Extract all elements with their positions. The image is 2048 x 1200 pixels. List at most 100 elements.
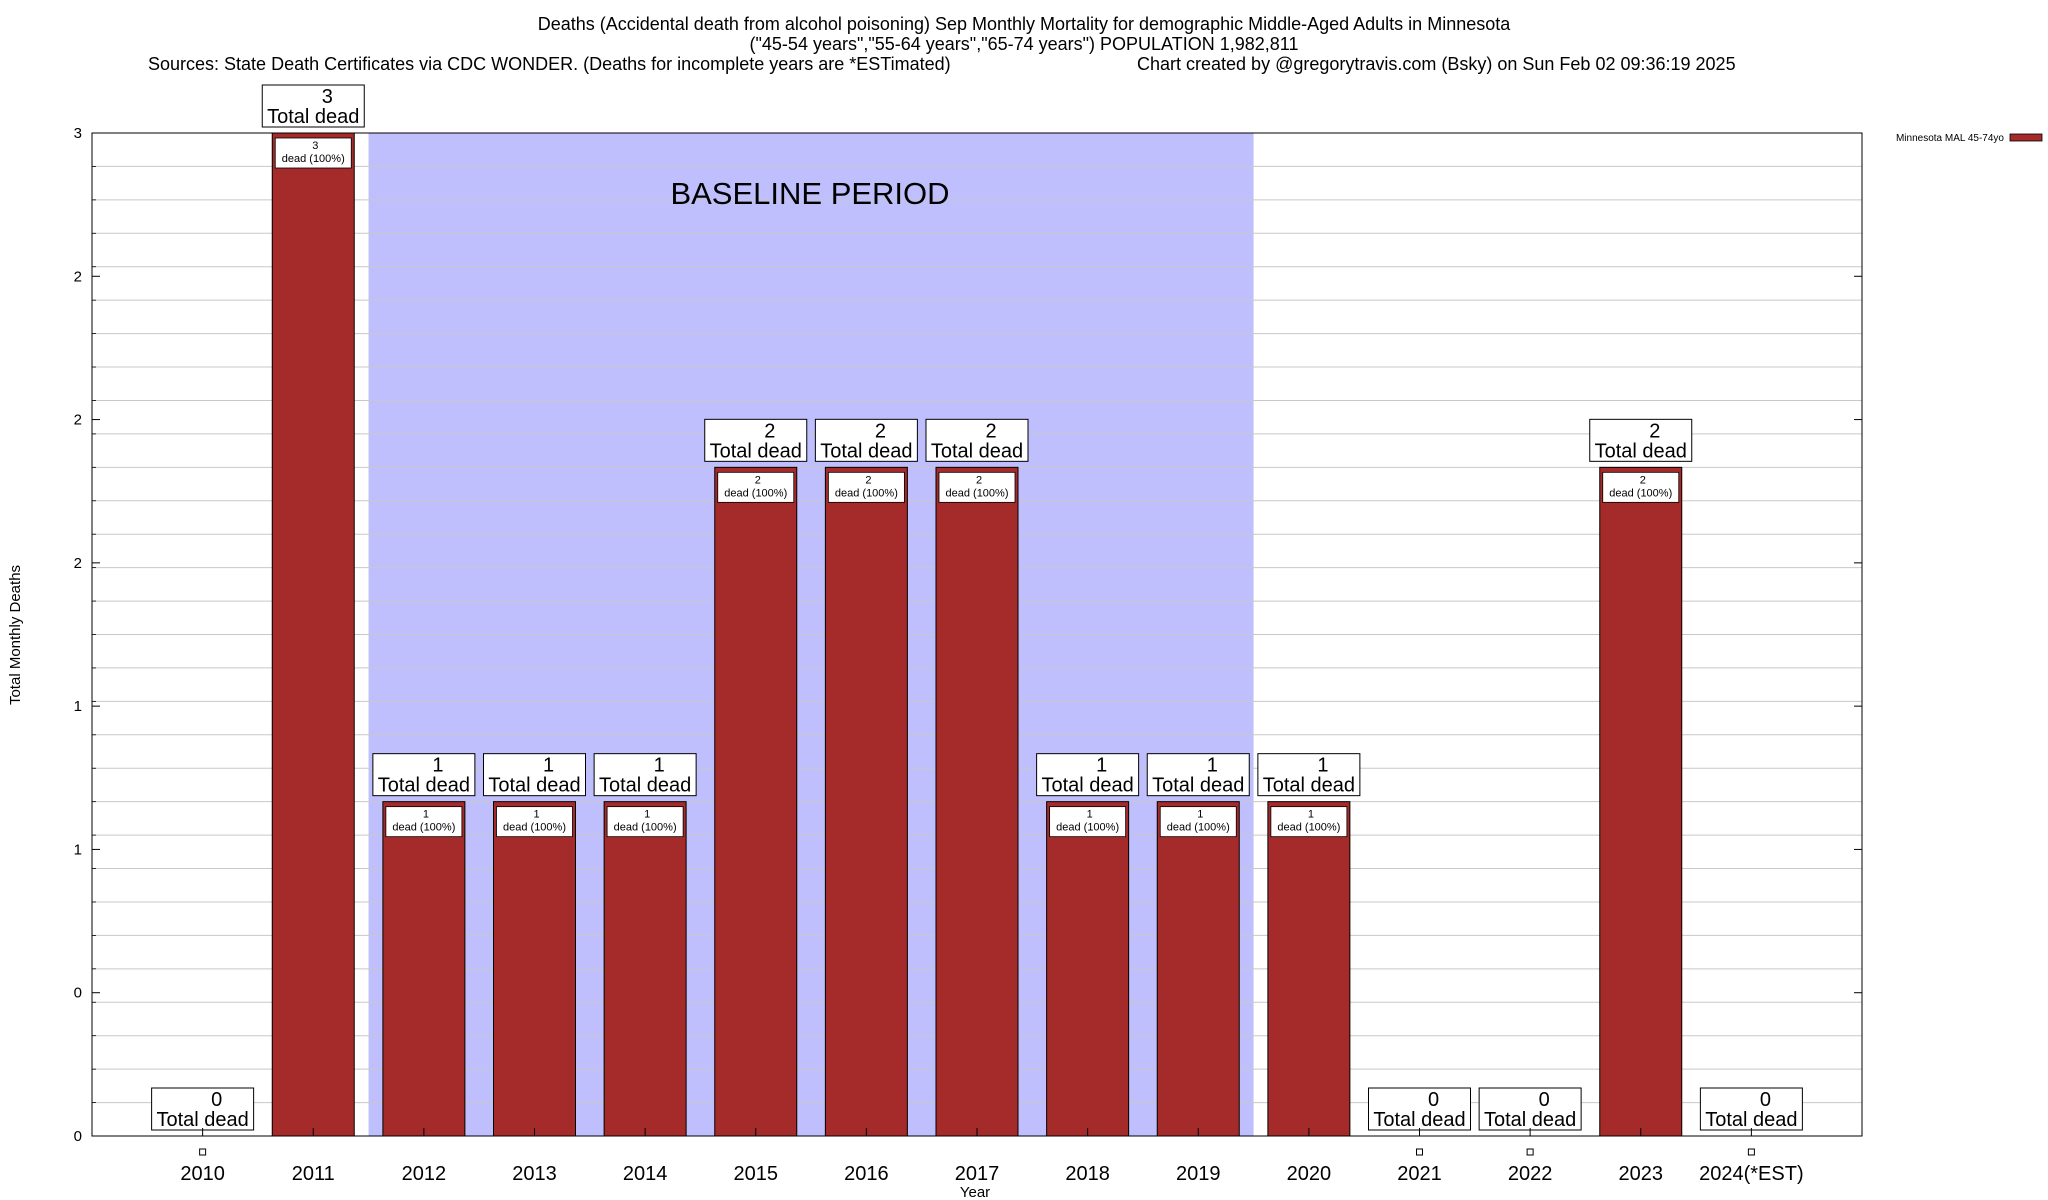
bar-value-label: 3 [312,140,318,152]
total-label-box [1146,753,1250,797]
total-value-label: 2 [1649,420,1660,442]
y-tick-label: 1 [74,841,82,858]
total-label-box [925,418,1029,462]
total-value-label: 1 [1317,755,1328,777]
y-tick-label: 2 [74,555,82,572]
total-value-label: 0 [1539,1089,1550,1111]
bar-value-label-box [1602,471,1680,503]
bar-percent-label: dead (100%) [946,487,1009,499]
total-dead-label: Total dead [820,440,912,462]
bar-value-label: 1 [1087,809,1093,821]
y-axis-title: Total Monthly Deaths [7,565,24,705]
bar-value-label-box [1049,806,1127,838]
total-dead-label: Total dead [1595,440,1687,462]
total-dead-label: Total dead [1705,1109,1797,1131]
total-dead-label: Total dead [378,775,470,797]
total-value-label: 2 [875,420,886,442]
bar-value-label: 2 [1640,474,1646,486]
bar [493,801,576,1137]
zero-marker [1416,1148,1423,1156]
bar-value-label-box [606,806,684,838]
y-tick-label: 0 [74,1128,82,1145]
total-dead-label: Total dead [267,106,359,128]
bar-value-label-box [385,806,463,838]
legend-label: Minnesota MAL 45-74yo [1896,133,2004,144]
x-tick-label: 2022 [1508,1163,1553,1185]
total-dead-label: Total dead [1484,1109,1576,1131]
total-value-label: 1 [432,755,443,777]
total-dead-label: Total dead [1041,775,1133,797]
bar-percent-label: dead (100%) [1056,822,1119,834]
bar-value-label-box [1159,806,1237,838]
bar-percent-label: dead (100%) [835,487,898,499]
x-tick-label: 2023 [1619,1163,1664,1185]
x-axis-title: Year [960,1184,990,1200]
bar-value-label: 1 [423,809,429,821]
total-label-box [1478,1087,1582,1131]
x-tick-label: 2021 [1397,1163,1442,1185]
bar [935,466,1019,1137]
y-tick-label: 0 [74,985,82,1002]
bar-percent-label: dead (100%) [1167,822,1230,834]
total-dead-label: Total dead [599,775,691,797]
bar-percent-label: dead (100%) [392,822,455,834]
chart-sources: Sources: State Death Certificates via CD… [148,54,951,74]
total-label-box [372,753,476,797]
total-dead-label: Total dead [1373,1109,1465,1131]
total-dead-label: Total dead [1152,775,1244,797]
total-value-label: 1 [543,755,554,777]
chart-credit: Chart created by @gregorytravis.com (Bsk… [1137,54,1736,74]
bar [1046,801,1130,1137]
x-tick-label: 2018 [1065,1163,1110,1185]
total-value-label: 2 [985,420,996,442]
bar-value-label: 1 [533,809,539,821]
bar [1156,801,1240,1137]
total-label-box [1699,1087,1803,1131]
total-label-box [814,418,918,462]
total-value-label: 1 [1096,755,1107,777]
bar-percent-label: dead (100%) [282,153,345,165]
total-dead-label: Total dead [488,775,580,797]
total-value-label: 1 [1207,755,1218,777]
bar-value-label: 2 [755,474,761,486]
total-value-label: 3 [322,86,333,108]
bar-value-label: 1 [1308,809,1314,821]
bar-value-label-box [1270,806,1348,838]
total-value-label: 0 [1760,1089,1771,1111]
total-dead-label: Total dead [1263,775,1355,797]
bar [714,466,798,1137]
y-tick-label: 2 [74,412,82,429]
total-value-label: 0 [211,1089,222,1111]
bar [824,466,908,1137]
bar-percent-label: dead (100%) [503,822,566,834]
bar-value-label: 1 [1197,809,1203,821]
bar-value-label-box [717,471,795,503]
total-value-label: 1 [654,755,665,777]
bar-value-label-box [496,806,573,838]
x-tick-label: 2024(*EST) [1699,1163,1804,1185]
legend-swatch [2009,133,2043,142]
total-label-box [483,753,586,797]
total-dead-label: Total dead [710,440,802,462]
bar-value-label-box [274,137,352,169]
bar [603,801,687,1137]
total-label-box [1589,418,1693,462]
chart-subtitle: ("45-54 years","55-64 years","65-74 year… [749,34,1299,54]
bar-percent-label: dead (100%) [1277,822,1340,834]
bar-percent-label: dead (100%) [724,487,787,499]
y-tick-label: 2 [74,268,82,285]
bar-value-label: 2 [976,474,982,486]
bar-percent-label: dead (100%) [1609,487,1672,499]
total-value-label: 0 [1428,1089,1439,1111]
total-dead-label: Total dead [156,1109,248,1131]
baseline-period-label: BASELINE PERIOD [670,176,949,211]
bar-value-label-box [827,471,905,503]
y-tick-label: 1 [74,698,82,715]
bar [271,132,355,1137]
bar [382,801,466,1137]
x-tick-label: 2017 [955,1163,1000,1185]
x-tick-label: 2013 [512,1163,557,1185]
x-tick-label: 2010 [180,1163,225,1185]
total-label-box [1257,753,1361,797]
bar [1267,801,1351,1137]
